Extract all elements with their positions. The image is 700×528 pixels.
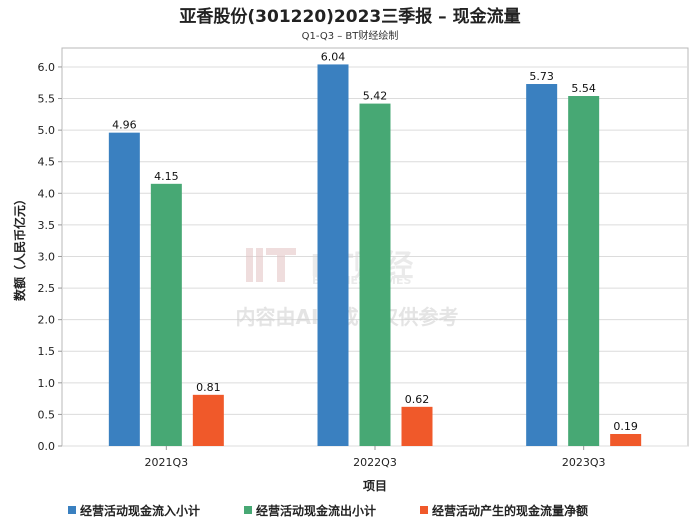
bar-3-2023Q3 <box>610 433 642 446</box>
y-tick-label: 2.5 <box>38 282 56 295</box>
bar-1-2023Q3 <box>526 84 558 446</box>
bar-value-label: 0.62 <box>405 393 430 406</box>
bar-1-2022Q3 <box>317 64 349 446</box>
bar-3-2022Q3 <box>401 406 433 446</box>
bar-value-label: 5.54 <box>571 82 596 95</box>
x-axis-label: 项目 <box>363 479 387 493</box>
y-tick-label: 2.0 <box>38 314 56 327</box>
legend-label: 经营活动现金流出小计 <box>256 503 376 518</box>
y-tick-label: 1.5 <box>38 345 56 358</box>
watermark-logo-icon <box>246 248 296 282</box>
legend-swatch <box>420 506 428 514</box>
legend-swatch <box>244 506 252 514</box>
y-tick-label: 3.0 <box>38 250 56 263</box>
y-tick-label: 0.5 <box>38 408 56 421</box>
y-tick-label: 1.0 <box>38 377 56 390</box>
bar-value-label: 6.04 <box>321 50 346 63</box>
legend: 经营活动现金流入小计 经营活动现金流出小计 经营活动产生的现金流量净额 <box>68 503 588 518</box>
x-tick-label: 2022Q3 <box>353 456 397 469</box>
chart-subtitle: Q1-Q3 – BT财经绘制 <box>302 29 399 42</box>
y-tick-label: 6.0 <box>38 61 56 74</box>
bar-value-label: 5.42 <box>363 90 388 103</box>
bar-3-2021Q3 <box>192 394 224 446</box>
legend-label: 经营活动产生的现金流量净额 <box>432 503 588 518</box>
y-tick-label: 3.5 <box>38 219 56 232</box>
chart-title: 亚香股份(301220)2023三季报 – 现金流量 <box>179 6 520 27</box>
bar-2-2021Q3 <box>150 183 182 447</box>
bar-2-2023Q3 <box>568 96 600 446</box>
bar-value-label: 0.81 <box>196 381 221 394</box>
bars: 4.96 4.15 0.81 6.04 5.42 0.62 5.73 5.54 0.19 <box>108 50 642 447</box>
y-tick-label: 5.5 <box>38 93 56 106</box>
y-tick-label: 0.0 <box>38 440 56 453</box>
y-axis-label: 数额（人民币亿元） <box>12 193 27 301</box>
legend-swatch <box>68 506 76 514</box>
bar-value-label: 0.19 <box>613 420 638 433</box>
bar-1-2021Q3 <box>108 132 140 446</box>
legend-label: 经营活动现金流入小计 <box>80 503 200 518</box>
bar-value-label: 4.15 <box>154 170 179 183</box>
x-tick-label: 2021Q3 <box>145 456 189 469</box>
y-tick-label: 4.0 <box>38 187 56 200</box>
x-axis-ticks: 2021Q3 2022Q3 2023Q3 <box>145 446 606 469</box>
bar-value-label: 4.96 <box>112 119 137 132</box>
y-tick-label: 4.5 <box>38 156 56 169</box>
x-tick-label: 2023Q3 <box>562 456 606 469</box>
bar-value-label: 5.73 <box>529 70 554 83</box>
bar-2-2022Q3 <box>359 103 391 446</box>
y-axis-ticks: 0.0 0.5 1.0 1.5 2.0 2.5 3.0 3.5 4.0 4.5 5.0 5.5 6.0 <box>38 61 62 453</box>
y-tick-label: 5.0 <box>38 124 56 137</box>
